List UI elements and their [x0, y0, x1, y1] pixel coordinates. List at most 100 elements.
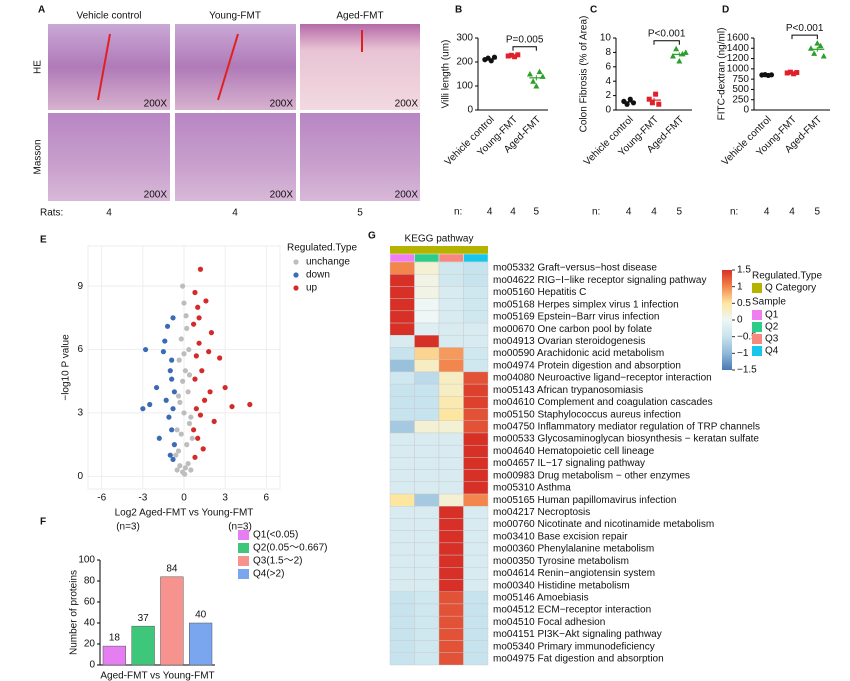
heatmap-cell — [414, 579, 440, 592]
data-point — [192, 289, 198, 296]
heatmap-cell — [438, 383, 464, 397]
heatmap-cell — [438, 640, 464, 653]
data-point — [646, 96, 652, 102]
row-label: mo04080 Neuroactive ligand−receptor inte… — [493, 373, 712, 384]
data-point — [195, 435, 201, 441]
data-point — [196, 340, 202, 346]
heatmap-cell — [389, 457, 415, 470]
y-tick-label: 1200 — [727, 53, 750, 64]
heatmap-cell — [389, 347, 415, 360]
heatmap-cell — [414, 481, 440, 495]
heatmap-cell — [389, 579, 415, 592]
heatmap-cell — [389, 335, 415, 348]
row-label: mo04657 IL−17 signaling pathway — [493, 458, 645, 469]
image-masson-young — [175, 113, 296, 201]
data-point — [186, 372, 193, 378]
colorbar — [722, 270, 732, 370]
legend-label: Q3 — [765, 334, 779, 345]
value-label: 40 — [195, 610, 207, 621]
colorbar-label: −0.5 — [737, 331, 757, 342]
data-point — [794, 70, 800, 76]
row-label: mo00533 Glycosaminoglycan biosynthesis −… — [493, 434, 759, 445]
heatmap-cell — [389, 261, 415, 275]
heatmap-cell — [438, 420, 464, 434]
heatmap-cell — [438, 310, 464, 324]
y-tick-label: 60 — [84, 597, 96, 608]
heatmap-cell — [463, 469, 489, 483]
heatmap-cell — [414, 603, 440, 617]
row-label: mo05169 Epstein−Barr virus infection — [493, 312, 659, 323]
data-point — [491, 54, 498, 60]
p-value-annotation: P<0.001 — [786, 23, 824, 34]
heatmap-cell — [438, 444, 464, 458]
panel-label: E — [40, 235, 47, 246]
heatmap-cell — [414, 530, 440, 544]
heatmap-cell — [389, 359, 415, 373]
heatmap-cell — [438, 567, 464, 580]
heatmap-cell — [438, 628, 464, 641]
sample-bar — [463, 253, 489, 263]
image-masson-aged — [300, 113, 420, 201]
bar — [102, 645, 126, 666]
significance-bracket — [512, 46, 537, 51]
heatmap-cell — [438, 518, 464, 531]
heatmap-cell — [438, 432, 464, 446]
heatmap-cell — [414, 518, 440, 531]
heatmap-cell — [438, 286, 464, 299]
arrow — [217, 33, 239, 101]
data-point — [807, 45, 814, 51]
heatmap-cell — [438, 481, 464, 495]
heatmap-cell — [414, 628, 440, 641]
y-tick-label: 4 — [605, 76, 611, 87]
heatmap-cell — [463, 615, 489, 629]
heatmap-cell — [438, 542, 464, 556]
heatmap-cell — [438, 603, 464, 617]
data-point — [536, 68, 543, 75]
heatmap-cell — [463, 347, 489, 360]
data-point — [182, 471, 188, 477]
row-label: mo03410 Base excision repair — [493, 531, 628, 542]
y-tick-label: 20 — [84, 639, 96, 650]
heatmap-cell — [438, 396, 464, 409]
heatmap-cell — [438, 652, 464, 666]
n-value: 5 — [534, 207, 540, 218]
data-point — [177, 399, 183, 405]
row-label: mo05150 Staphylococcus aureus infection — [493, 409, 681, 420]
value-label: 84 — [166, 563, 178, 574]
heatmap-cell — [463, 432, 489, 446]
y-tick-label: 0 — [89, 660, 95, 671]
heatmap-cell — [389, 591, 415, 605]
panel-label: B — [455, 5, 462, 16]
x-tick-label: 3 — [222, 493, 228, 504]
heatmap-cell — [438, 530, 464, 544]
sample-bar — [438, 253, 464, 263]
data-point — [206, 349, 212, 355]
n-value: 5 — [815, 207, 821, 218]
row-label: mo05146 Amoebiasis — [493, 592, 589, 603]
data-point — [178, 336, 184, 342]
heatmap-cell — [463, 493, 489, 507]
row-label: mo00590 Arachidonic acid metabolism — [493, 348, 664, 359]
data-point — [170, 406, 176, 412]
legend-label: Q4 — [765, 346, 779, 357]
heatmap-cell — [463, 408, 489, 421]
heatmap-cell — [389, 420, 415, 434]
y-tick-label: 40 — [84, 618, 96, 629]
heatmap-cell — [463, 591, 489, 605]
y-tick-label: 750 — [732, 74, 749, 85]
row-label: mo05165 Human papillomavirus infection — [493, 495, 676, 506]
magnification-label: 200X — [395, 99, 419, 110]
data-point — [222, 384, 228, 391]
data-point — [656, 101, 662, 107]
data-point — [488, 58, 494, 64]
panel-label: A — [38, 5, 45, 16]
heatmap-cell — [463, 371, 489, 385]
heatmap-cell — [414, 298, 440, 312]
y-tick-label: 100 — [456, 81, 473, 92]
heatmap-cell — [389, 371, 415, 385]
data-point — [181, 410, 187, 416]
panel-label: G — [368, 231, 376, 242]
histology-images — [48, 24, 420, 201]
data-point — [784, 70, 790, 76]
heatmap-cell — [414, 274, 440, 287]
